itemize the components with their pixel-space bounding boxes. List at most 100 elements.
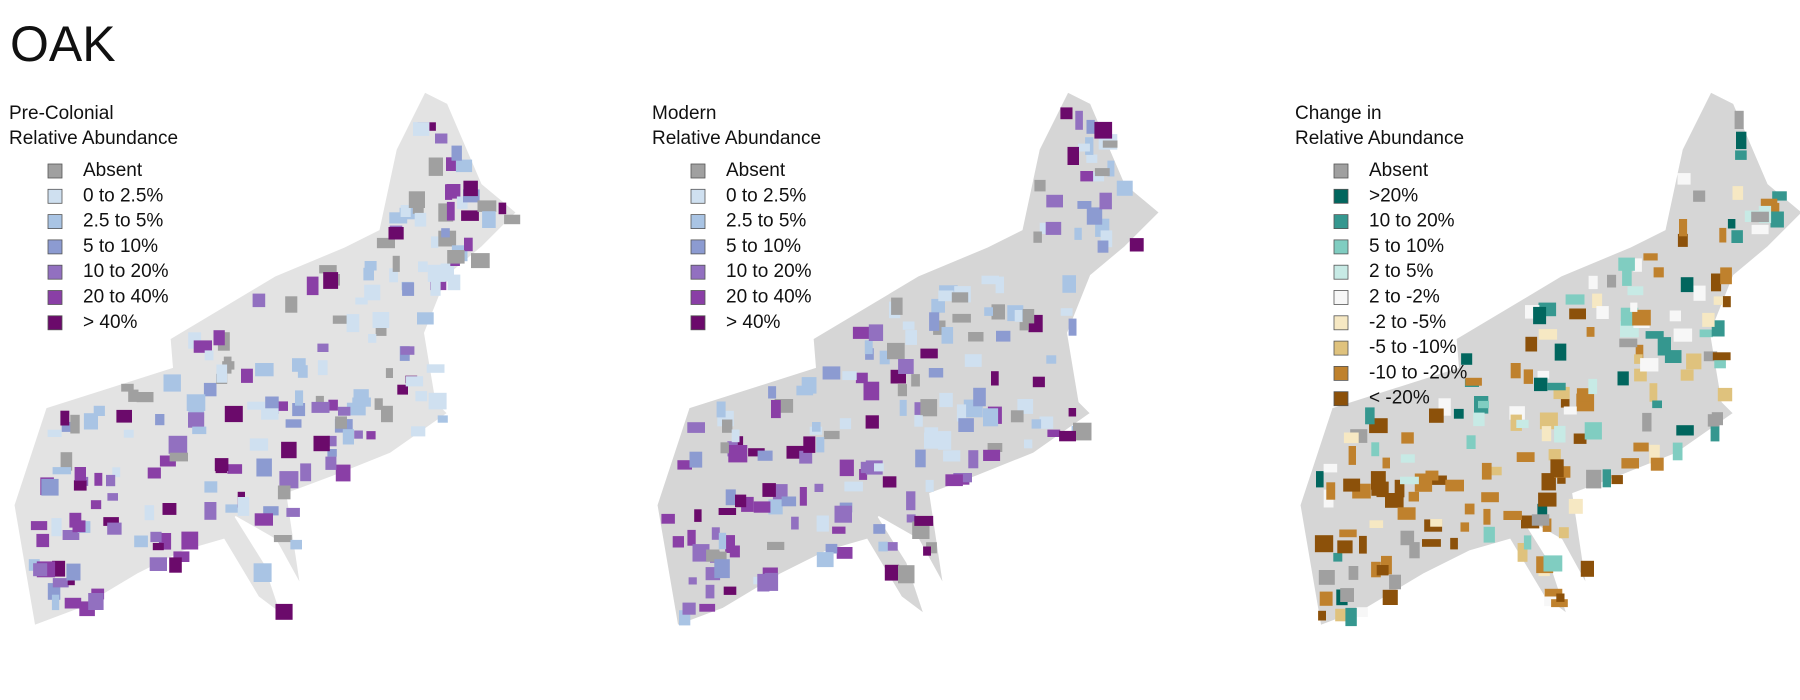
map-patch xyxy=(261,408,279,420)
map-patch xyxy=(1731,230,1743,243)
map-patch xyxy=(1365,407,1375,425)
map-patch xyxy=(193,340,212,353)
map-patch xyxy=(682,602,696,615)
map-patch xyxy=(1097,240,1109,253)
map-patch xyxy=(945,474,963,487)
map-patch xyxy=(1400,454,1415,463)
map-patch xyxy=(1619,338,1638,348)
map-patch xyxy=(173,551,190,562)
map-patch xyxy=(346,314,360,333)
map-patch xyxy=(1473,412,1485,427)
map-patch xyxy=(1711,412,1723,426)
map-patch xyxy=(1445,479,1464,492)
map-patch xyxy=(1751,211,1769,223)
legend-title: Modern xyxy=(652,103,716,124)
map-patch xyxy=(116,409,132,423)
legend-label: 0 to 2.5% xyxy=(83,185,163,206)
map-patch xyxy=(441,228,450,238)
map-patch xyxy=(60,452,73,471)
legend-label: -5 to -10% xyxy=(1369,337,1457,358)
map-patch xyxy=(1394,479,1405,498)
map-patch xyxy=(428,157,443,176)
map-patch xyxy=(1653,267,1664,278)
map-patch xyxy=(426,364,445,373)
map-patch xyxy=(36,533,50,548)
map-patch xyxy=(1686,353,1702,370)
map-patch xyxy=(447,250,465,264)
map-patch xyxy=(887,342,905,360)
legend-label: Absent xyxy=(83,160,143,181)
map-patch xyxy=(991,304,1005,320)
map-patch xyxy=(981,275,999,285)
map-patch xyxy=(1586,327,1595,337)
map-patch xyxy=(1632,309,1651,326)
map-patch xyxy=(1677,173,1691,185)
map-patch xyxy=(366,431,376,440)
map-patch xyxy=(1080,171,1094,182)
map-patch xyxy=(1075,110,1083,130)
map-patch xyxy=(983,449,1001,461)
map-patch xyxy=(327,435,337,447)
map-patch xyxy=(317,360,328,376)
map-patch xyxy=(748,448,765,457)
map-patch xyxy=(33,563,48,577)
map-patch xyxy=(335,416,347,429)
map-patch xyxy=(400,205,411,217)
map-patch xyxy=(891,297,903,315)
map-patch xyxy=(863,381,880,401)
map-patch xyxy=(123,429,134,438)
map-patch xyxy=(364,284,381,301)
map-patch xyxy=(1430,475,1447,485)
map-patch xyxy=(996,330,1011,342)
map-patch xyxy=(1314,535,1334,553)
map-patch xyxy=(1547,382,1566,391)
map-patch xyxy=(159,455,176,467)
map-patch xyxy=(252,293,266,308)
map-patch xyxy=(90,500,102,510)
map-patch xyxy=(816,552,834,568)
map-patch xyxy=(332,315,348,324)
map-patch xyxy=(1464,503,1475,515)
map-patch xyxy=(352,397,371,407)
map-patch xyxy=(1348,446,1356,465)
map-patch xyxy=(1699,329,1713,338)
map-patch xyxy=(1523,535,1532,550)
map-patch xyxy=(1068,318,1077,336)
map-patch xyxy=(237,497,250,516)
map-patch xyxy=(60,410,70,426)
map-patch xyxy=(1548,449,1561,461)
map-patch xyxy=(1400,530,1415,546)
legend-swatch xyxy=(690,188,706,204)
map-patch xyxy=(968,332,984,342)
map-patch xyxy=(839,418,852,430)
map-patch xyxy=(1702,312,1715,327)
map-patch xyxy=(1400,476,1419,485)
map-patch xyxy=(1483,508,1491,525)
map-patch xyxy=(834,505,852,523)
legend-swatch xyxy=(690,214,706,230)
map-patch xyxy=(1611,475,1623,485)
map-patch xyxy=(1047,429,1061,437)
map-patch xyxy=(88,593,104,610)
legend-label: Absent xyxy=(1369,160,1429,181)
map-patch xyxy=(1580,560,1594,577)
map-patch xyxy=(149,557,167,571)
map-patch xyxy=(1550,459,1564,478)
map-patch xyxy=(1326,482,1336,500)
map-patch xyxy=(1717,387,1733,402)
map-patch xyxy=(319,265,337,274)
map-patch xyxy=(216,364,228,383)
map-patch xyxy=(64,597,82,609)
map-patch xyxy=(1034,179,1046,192)
map-patch xyxy=(1642,412,1652,432)
map-patch xyxy=(323,272,339,289)
map-patch xyxy=(1371,442,1380,457)
map-patch xyxy=(772,484,788,501)
map-patch xyxy=(338,406,351,416)
map-patch xyxy=(51,518,62,537)
map-patch xyxy=(1693,190,1706,202)
map-patch xyxy=(290,539,302,550)
map-patch xyxy=(147,467,161,479)
map-patch xyxy=(1343,478,1361,492)
